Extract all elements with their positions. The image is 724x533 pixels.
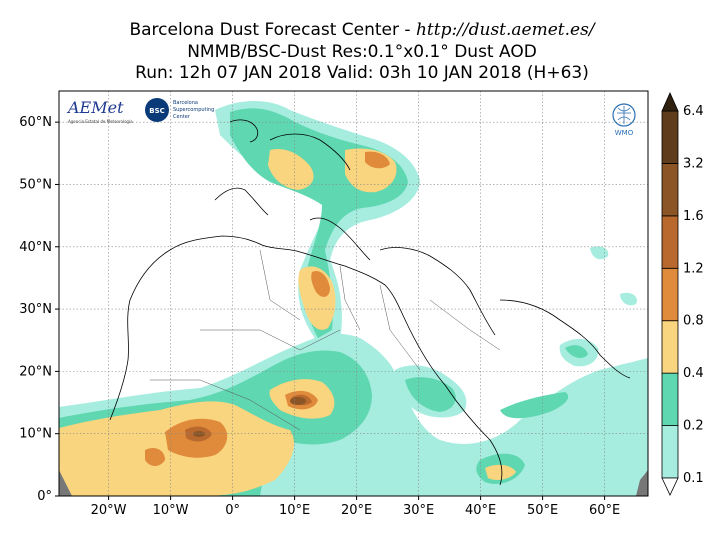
colorbar-box bbox=[661, 110, 679, 164]
colorbar-box bbox=[661, 267, 679, 322]
bsc-logo-text: BSC bbox=[149, 107, 165, 115]
bsc-logo-sub2: Supercomputing bbox=[173, 107, 214, 113]
lon-tick-label: 10°E bbox=[279, 503, 310, 518]
bsc-logo-sub3: Center bbox=[173, 114, 191, 120]
latitude-axis: 60°N 50°N 40°N 30°N 20°N 10°N 0° bbox=[19, 115, 59, 504]
bsc-logo-circle bbox=[145, 98, 169, 122]
lon-tick-label: 60°E bbox=[589, 503, 620, 518]
wmo-logo: WMO bbox=[612, 103, 636, 137]
wmo-logo-meridians bbox=[617, 106, 631, 124]
borders bbox=[150, 249, 501, 431]
coastlines bbox=[109, 119, 631, 486]
map-frame bbox=[58, 90, 649, 497]
title-center-line: Barcelona Dust Forecast Center - http://… bbox=[0, 20, 724, 40]
colorbar: 0.1 0.2 0.4 0.8 1.2 1.6 3.2 6.4 bbox=[661, 92, 704, 496]
title-run-line: Run: 12h 07 JAN 2018 Valid: 03h 10 JAN 2… bbox=[135, 63, 589, 83]
bsc-logo: BSC Barcelona Supercomputing Center bbox=[145, 98, 214, 122]
colorbar-label: 0.8 bbox=[683, 314, 704, 329]
lon-tick-label: 20°E bbox=[341, 503, 372, 518]
colorbar-label: 1.2 bbox=[683, 261, 704, 276]
colorbar-box bbox=[661, 372, 679, 426]
lat-tick-label: 10°N bbox=[19, 427, 52, 442]
lat-tick-label: 60°N bbox=[19, 115, 52, 130]
colorbar-box bbox=[661, 425, 679, 479]
colorbar-extend-max bbox=[661, 92, 679, 112]
colorbar-label: 0.4 bbox=[683, 366, 704, 381]
colorbar-extend-min bbox=[661, 477, 679, 496]
colorbar-box bbox=[661, 215, 679, 269]
title-center-name: Barcelona Dust Forecast Center - bbox=[129, 20, 416, 40]
title-model-line: NMMB/BSC-Dust Res:0.1°x0.1° Dust AOD bbox=[187, 42, 537, 62]
colorbar-label: 0.1 bbox=[683, 471, 704, 486]
lon-tick-label: 30°E bbox=[403, 503, 434, 518]
dust-contour-0.8 bbox=[145, 151, 390, 466]
aemet-logo-text: AEMet bbox=[66, 98, 124, 117]
lat-tick-label: 20°N bbox=[19, 364, 52, 379]
colorbar-label: 0.2 bbox=[683, 419, 704, 434]
lat-tick-label: 0° bbox=[37, 489, 52, 504]
bsc-logo-sub1: Barcelona bbox=[173, 100, 198, 106]
lat-tick-label: 30°N bbox=[19, 302, 52, 317]
title-url: http://dust.aemet.es/ bbox=[415, 20, 595, 40]
colorbar-label: 1.6 bbox=[683, 209, 704, 224]
no-data-corner-left bbox=[59, 470, 72, 496]
colorbar-label: 3.2 bbox=[683, 156, 704, 171]
aemet-logo-subtitle: Agencia Estatal de Meteorología bbox=[68, 119, 133, 124]
lon-tick-label: 20°W bbox=[91, 503, 127, 518]
graticule bbox=[59, 91, 648, 496]
wmo-logo-globe bbox=[612, 103, 636, 127]
colorbar-label: 6.4 bbox=[683, 104, 704, 119]
lon-tick-label: 50°E bbox=[527, 503, 558, 518]
lat-tick-label: 40°N bbox=[19, 240, 52, 255]
longitude-axis: 20°W 10°W 0° 10°E 20°E 30°E 40°E 50°E 60°E bbox=[91, 496, 620, 518]
dust-contour-1.6 bbox=[193, 397, 306, 437]
colorbar-box bbox=[661, 163, 679, 217]
lon-tick-label: 0° bbox=[225, 503, 240, 518]
lon-tick-label: 10°W bbox=[153, 503, 189, 518]
lon-tick-label: 40°E bbox=[465, 503, 496, 518]
colorbar-box bbox=[661, 320, 679, 374]
dust-field bbox=[59, 101, 648, 496]
aemet-logo: AEMet Agencia Estatal de Meteorología bbox=[66, 98, 133, 124]
no-data-corner-right bbox=[636, 470, 648, 496]
wmo-logo-text: WMO bbox=[615, 129, 634, 137]
lat-tick-label: 50°N bbox=[19, 177, 52, 192]
